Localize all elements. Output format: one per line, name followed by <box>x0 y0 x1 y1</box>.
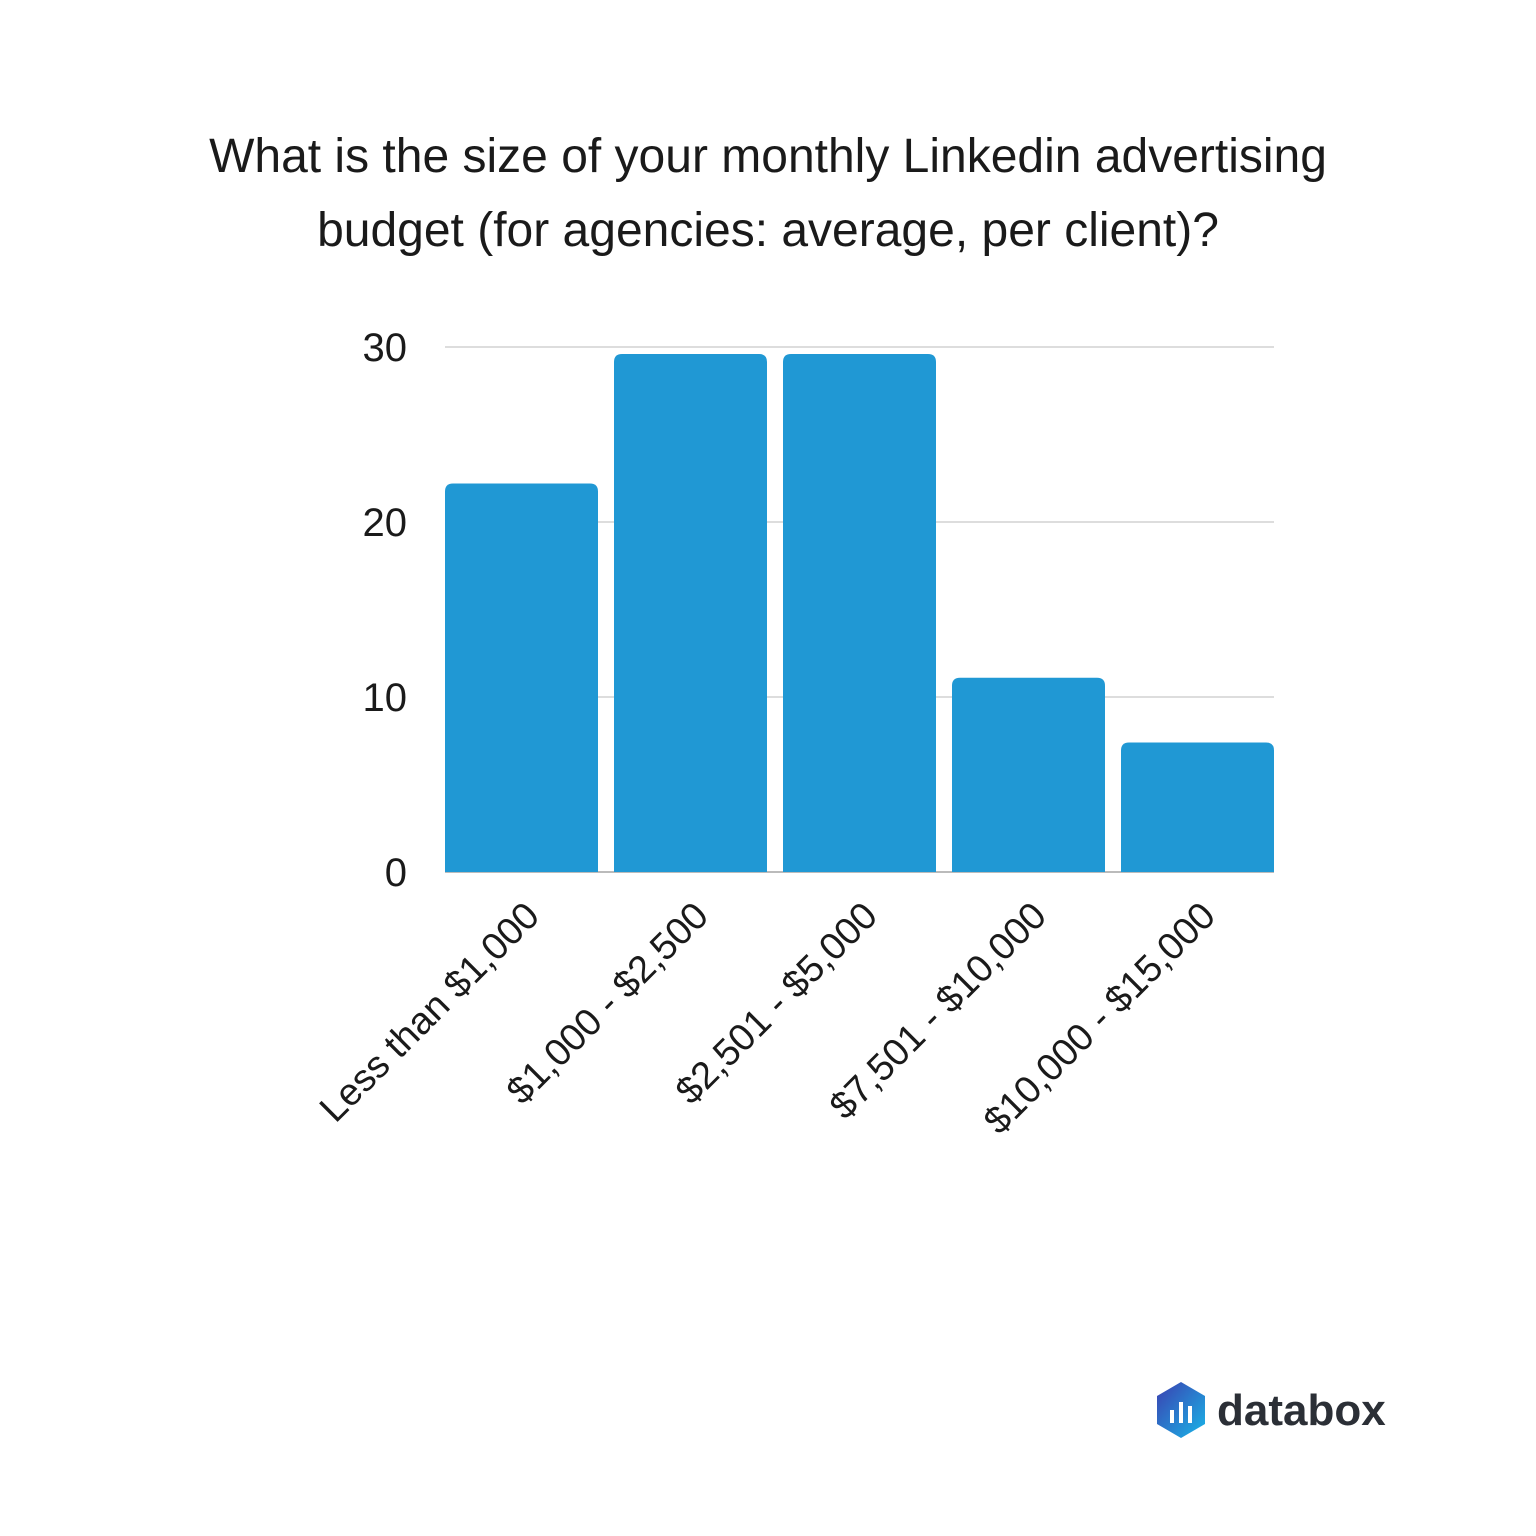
bar <box>614 354 767 872</box>
bar <box>952 677 1105 872</box>
databox-logo-text: databox <box>1217 1386 1386 1435</box>
databox-logo: databox <box>1157 1382 1386 1438</box>
y-tick-label: 10 <box>363 676 408 720</box>
bar <box>1121 742 1274 872</box>
y-tick-label: 0 <box>385 851 407 895</box>
bars <box>445 354 1274 872</box>
bar <box>445 483 598 872</box>
chart-title-line-2: budget (for agencies: average, per clien… <box>317 204 1219 257</box>
chart-title-line-1: What is the size of your monthly Linkedi… <box>209 130 1327 183</box>
y-tick-label: 30 <box>363 326 408 370</box>
bar <box>783 354 936 872</box>
y-axis-ticks: 0 10 20 30 <box>363 326 408 895</box>
x-axis-labels: Less than $1,000$1,000 - $2,500$2,501 - … <box>312 895 1224 1143</box>
y-tick-label: 20 <box>363 501 408 545</box>
